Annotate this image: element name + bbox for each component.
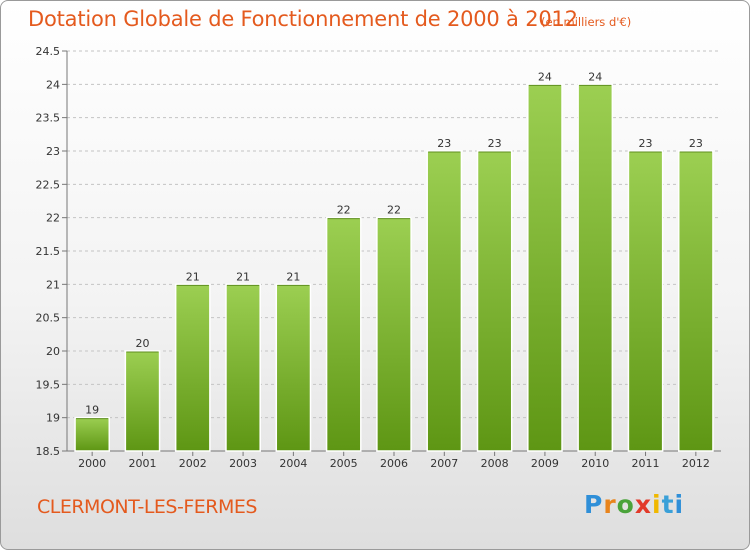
x-tick-label: 2006	[380, 457, 408, 470]
data-label: 20	[135, 337, 149, 350]
y-tick-label: 18.5	[36, 445, 61, 458]
y-tick-label: 20.5	[36, 312, 61, 325]
y-tick-label: 19	[46, 412, 60, 425]
x-tick-label: 2003	[229, 457, 257, 470]
data-label: 23	[639, 137, 653, 150]
x-tick-label: 2010	[581, 457, 609, 470]
y-tick-label: 22.5	[36, 178, 61, 191]
bar	[677, 150, 714, 452]
bar	[426, 150, 463, 452]
bars	[74, 83, 714, 452]
bar	[577, 83, 614, 452]
y-tick-label: 23.5	[36, 112, 61, 125]
x-tick-label: 2008	[481, 457, 509, 470]
bar	[627, 150, 664, 452]
x-tick-label: 2007	[430, 457, 458, 470]
y-tick-label: 21	[46, 278, 60, 291]
x-tick-label: 2001	[128, 457, 156, 470]
x-tick-label: 2009	[531, 457, 559, 470]
x-tick-label: 2012	[682, 457, 710, 470]
chart-title: Dotation Globale de Fonctionnement de 20…	[28, 7, 578, 31]
commune-name: CLERMONT-LES-FERMES	[37, 496, 257, 518]
y-tick-label: 24.5	[36, 45, 61, 58]
chart-unit: (en milliers d'€)	[541, 15, 632, 29]
labels: 18.5 19 19.5 20 20.5 21 21.5 22 22.5 23 23.5 24 24.5…	[36, 45, 710, 470]
x-tick-label: 2000	[78, 457, 106, 470]
bar	[275, 283, 312, 452]
x-tick-label: 2005	[330, 457, 358, 470]
x-tick-label: 2011	[632, 457, 660, 470]
data-label: 22	[337, 204, 351, 217]
bar	[174, 283, 211, 452]
data-label: 21	[186, 270, 200, 283]
bar	[325, 216, 362, 452]
data-label: 21	[236, 270, 250, 283]
data-label: 23	[689, 137, 703, 150]
bar	[124, 350, 161, 452]
y-tick-label: 24	[46, 78, 60, 91]
bar	[376, 216, 412, 452]
x-tick-label: 2002	[179, 457, 207, 470]
y-tick-label: 20	[46, 345, 60, 358]
bar	[527, 83, 563, 452]
bar	[74, 416, 111, 452]
bar	[225, 283, 261, 452]
y-tick-label: 19.5	[36, 378, 61, 391]
data-label: 19	[85, 404, 99, 417]
data-label: 24	[588, 70, 602, 83]
data-label: 24	[538, 70, 552, 83]
data-label: 23	[488, 137, 502, 150]
proxiti-logo[interactable]: Proxiti	[584, 490, 685, 519]
data-label: 21	[286, 270, 300, 283]
y-tick-label: 21.5	[36, 245, 61, 258]
y-tick-label: 22	[46, 212, 60, 225]
x-tick-label: 2004	[279, 457, 307, 470]
y-tick-label: 23	[46, 145, 60, 158]
data-label: 23	[437, 137, 451, 150]
bar	[476, 150, 513, 452]
data-label: 22	[387, 204, 401, 217]
